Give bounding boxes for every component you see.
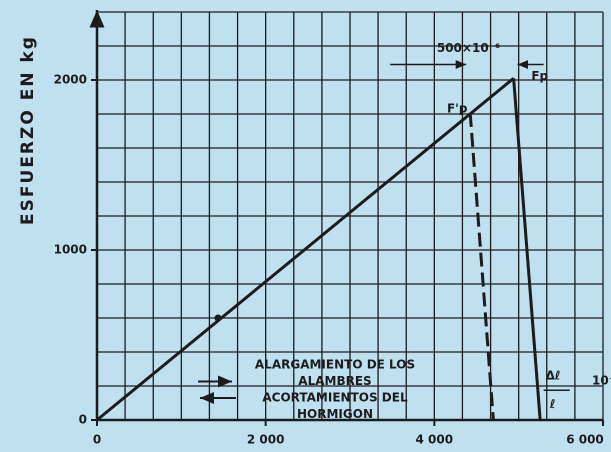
line [468,112,495,421]
legend-label: HORMIGON [297,407,373,421]
x-tick-label: 2 000 [247,433,285,447]
x-tick-label: 4 000 [416,433,454,447]
legend-label: ACORTAMIENTOS DEL [262,391,408,405]
annotation: 10⁻⁶ [592,373,611,387]
x-tick-label: 0 [93,433,101,447]
y-tick-label: 2000 [54,73,87,87]
point [214,314,222,322]
annotation: Fp [531,69,548,83]
y-tick-label: 0 [79,413,87,427]
x-tick-label: 6 000 [566,433,604,447]
line [512,78,542,421]
annotation: 500×10⁻⁶ [437,41,500,55]
annotation: ℓ [549,397,556,411]
legend-label: ALARGAMIENTO DE LOS [255,358,415,372]
annotation: F'p [447,101,468,115]
line [96,77,515,422]
annotation: Δℓ [546,368,561,382]
y-tick-label: 1000 [54,243,87,257]
y-axis-label: ESFUERZO EN kg [18,35,38,225]
legend-label: ALAMBRES [298,374,371,388]
